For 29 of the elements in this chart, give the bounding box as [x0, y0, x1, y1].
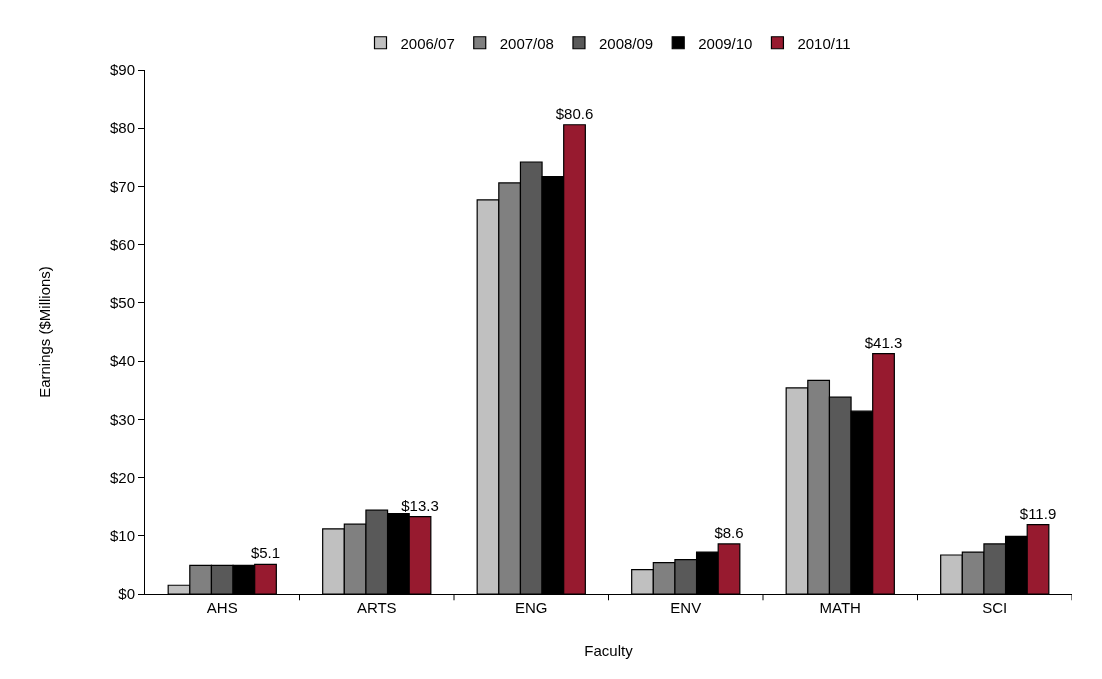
data-label: $5.1	[250, 544, 281, 562]
data-label: $8.6	[714, 523, 744, 541]
legend-label: 2007/08	[499, 34, 554, 52]
x-axis-title: Faculty	[584, 642, 634, 659]
y-tick-label: $40	[109, 352, 135, 370]
legend-label: 2006/07	[400, 34, 455, 52]
x-tick-label: AHS	[206, 599, 238, 616]
x-tick-label: ENG	[514, 599, 548, 616]
x-tick-label: SCI	[982, 599, 1008, 616]
legend-label: 2010/11	[797, 34, 851, 52]
y-tick-label: $60	[109, 235, 135, 253]
y-axis-title: Earnings ($Millions)	[36, 266, 54, 398]
y-tick-label: $90	[109, 61, 135, 79]
legend-label: 2008/09	[598, 34, 654, 52]
x-tick-label: ENV	[670, 599, 702, 616]
y-tick-label: $50	[109, 294, 135, 312]
x-tick-label: MATH	[819, 599, 861, 616]
data-label: $41.3	[864, 333, 903, 351]
data-label: $13.3	[401, 496, 439, 514]
data-label: $80.6	[555, 104, 594, 122]
y-tick-label: $0	[118, 585, 135, 603]
y-tick-label: $20	[109, 468, 135, 486]
y-tick-label: $30	[109, 410, 135, 428]
data-label: $11.9	[1019, 504, 1057, 522]
y-tick-label: $70	[109, 177, 135, 195]
legend-label: 2009/10	[698, 34, 753, 52]
x-tick-label: ARTS	[356, 599, 397, 616]
y-tick-label: $10	[109, 527, 135, 545]
y-tick-label: $80	[109, 119, 135, 137]
